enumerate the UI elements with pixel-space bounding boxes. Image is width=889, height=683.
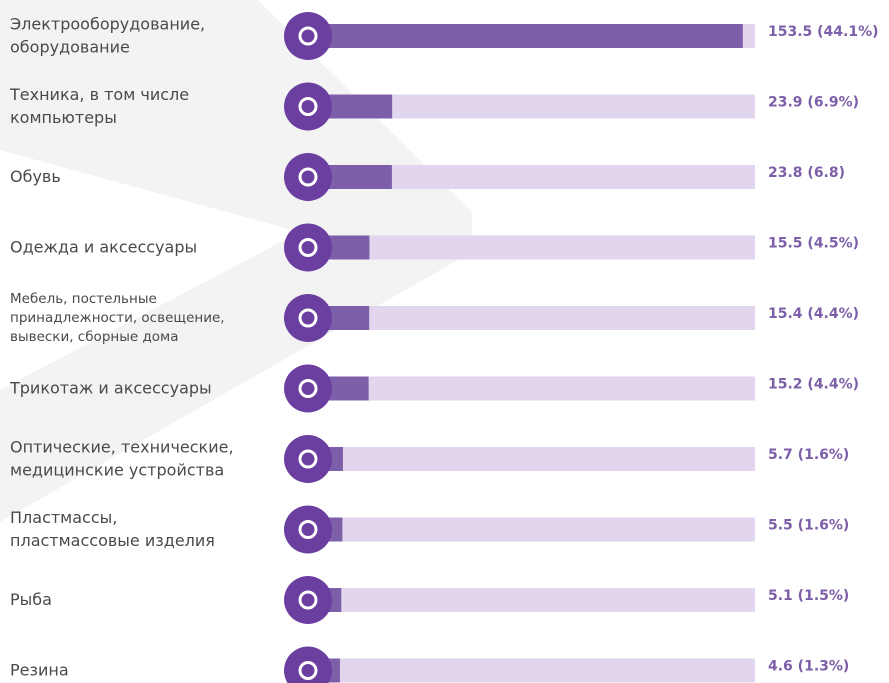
category-line: Трикотаж и аксессуары <box>9 378 212 397</box>
bar-track <box>327 658 755 683</box>
bar <box>327 306 370 330</box>
icon-circle <box>284 153 332 201</box>
icon-circle <box>284 505 332 554</box>
value-label: 5.7 (1.6%) <box>768 447 849 463</box>
icon-circle <box>284 576 332 624</box>
icon-glyph <box>298 26 318 46</box>
icon-glyph <box>298 97 318 116</box>
value-label: 153.5 (44.1%) <box>768 24 879 40</box>
category-line: Техника, в том числе <box>9 85 189 104</box>
icon-glyph <box>298 520 318 539</box>
category-line: принадлежности, освещение, <box>10 310 225 326</box>
icon-circle <box>284 435 332 483</box>
icon-glyph <box>298 238 318 257</box>
icon-circle <box>284 294 332 342</box>
category-line: Рыба <box>10 590 52 609</box>
category-line: медицинские устройства <box>10 460 224 479</box>
icon-glyph <box>298 379 318 398</box>
category-label: Резина <box>10 660 69 679</box>
bar-track <box>327 588 755 612</box>
bar-track <box>327 447 755 471</box>
icon-glyph <box>298 308 318 328</box>
category-line: вывески, сборные дома <box>10 329 179 345</box>
category-label: Рыба <box>10 590 52 609</box>
bar <box>327 235 370 260</box>
bar <box>327 376 369 401</box>
value-label: 5.5 (1.6%) <box>768 518 849 534</box>
icon-circle <box>284 646 332 683</box>
bar <box>327 94 393 119</box>
icon-circle <box>284 223 332 272</box>
value-label: 23.8 (6.8) <box>768 165 845 181</box>
category-label: Оптические, технические, медицинские устр… <box>10 437 234 479</box>
category-line: Мебель, постельные <box>10 291 157 307</box>
bar <box>327 165 392 189</box>
value-label: 4.6 (1.3%) <box>768 659 849 675</box>
category-label: Трикотаж и аксессуары <box>9 378 212 397</box>
bar <box>327 24 743 48</box>
category-line: Обувь <box>10 167 61 186</box>
category-line: Одежда и аксессуары <box>10 237 197 256</box>
value-label: 15.5 (4.5%) <box>768 236 859 252</box>
category-line: оборудование <box>10 37 130 56</box>
value-label: 5.1 (1.5%) <box>768 588 849 604</box>
value-label: 15.4 (4.4%) <box>768 306 859 322</box>
bar-track <box>327 165 755 189</box>
value-label: 15.2 (4.4%) <box>768 377 859 393</box>
bar <box>327 447 343 471</box>
background-cutout <box>0 150 300 390</box>
bar-track <box>327 517 755 542</box>
value-label: 23.9 (6.9%) <box>768 95 859 111</box>
category-line: Резина <box>10 660 69 679</box>
category-label: Техника, в том числе компьютеры <box>9 85 189 127</box>
icon-circle <box>284 82 332 131</box>
category-label: Пластмассы, пластмассовые изделия <box>10 508 215 550</box>
category-line: Оптические, технические, <box>10 437 234 456</box>
category-line: Электрооборудование, <box>10 14 205 33</box>
icon-circle <box>284 364 332 413</box>
category-label: Одежда и аксессуары <box>10 237 197 256</box>
category-label: Обувь <box>10 167 61 186</box>
icon-glyph <box>298 449 318 469</box>
category-line: компьютеры <box>10 108 117 127</box>
bar-track <box>327 94 755 119</box>
icon-glyph <box>298 661 318 680</box>
category-line: пластмассовые изделия <box>10 531 215 550</box>
icon-glyph <box>298 167 318 187</box>
icon-circle <box>284 12 332 60</box>
category-label: Мебель, постельные принадлежности, освеще… <box>10 291 225 345</box>
icon-glyph <box>298 590 318 610</box>
category-line: Пластмассы, <box>10 508 117 527</box>
bar-track <box>327 235 755 260</box>
bar-track <box>327 306 755 330</box>
bar-track <box>327 376 755 401</box>
category-label: Электрооборудование, оборудование <box>10 14 205 56</box>
